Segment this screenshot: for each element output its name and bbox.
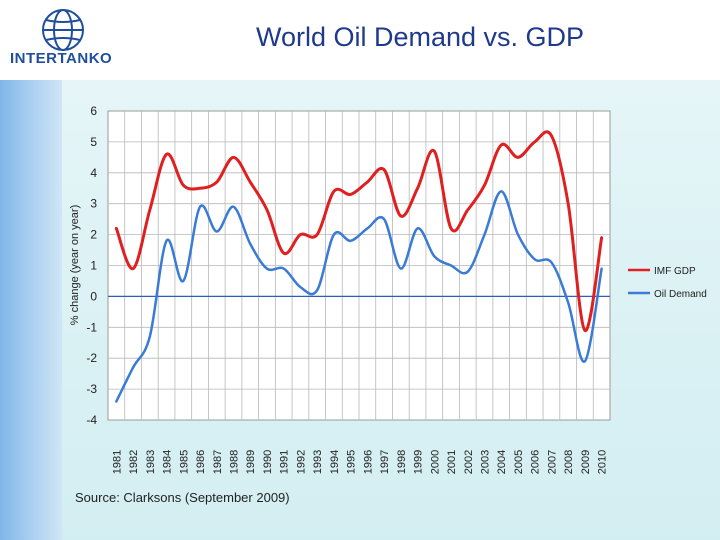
x-tick-label: 1990 (262, 450, 274, 474)
x-tick-label: 1982 (128, 450, 140, 474)
x-tick-label: 1996 (362, 450, 374, 474)
x-tick-label: 2007 (546, 450, 558, 474)
legend-label-oil-demand: Oil Demand (654, 289, 707, 300)
y-tick-label: -4 (86, 413, 97, 427)
x-tick-label: 2004 (496, 450, 508, 474)
logo-text: INTERTANKO (10, 50, 113, 67)
left-decorative-strip (0, 80, 62, 540)
x-tick-label: 1997 (379, 450, 391, 474)
y-tick-label: 0 (90, 289, 97, 303)
legend-label-imf-gdp: IMF GDP (654, 266, 696, 277)
x-tick-label: 2001 (446, 450, 458, 474)
y-tick-label: -2 (86, 351, 97, 365)
y-tick-label: 3 (90, 197, 97, 211)
x-tick-label: 1992 (295, 450, 307, 474)
x-tick-label: 1989 (245, 450, 257, 474)
y-tick-label: 4 (90, 166, 97, 180)
x-tick-label: 1998 (396, 450, 408, 474)
x-tick-label: 1985 (178, 450, 190, 474)
x-tick-label: 1987 (212, 450, 224, 474)
x-tick-label: 2005 (513, 450, 525, 474)
series-line-oil-demand (115, 190, 603, 403)
source-note: Source: Clarksons (September 2009) (75, 490, 290, 505)
y-tick-label: 5 (90, 135, 97, 149)
x-tick-label: 2006 (530, 450, 542, 474)
x-tick-label: 1993 (312, 450, 324, 474)
x-tick-label: 2000 (429, 450, 441, 474)
page-title: World Oil Demand vs. GDP (255, 22, 585, 52)
y-tick-label: 6 (90, 104, 97, 118)
y-tick-label: -3 (86, 382, 97, 396)
x-tick-label: 1994 (329, 450, 341, 474)
x-tick-label: 1995 (346, 450, 358, 474)
x-tick-label: 1988 (229, 450, 241, 474)
intertanko-globe-logo (42, 9, 84, 51)
x-tick-label: 1999 (413, 450, 425, 474)
x-tick-label: 2010 (597, 450, 609, 474)
y-axis-label: % change (year on year) (69, 205, 81, 325)
x-tick-label: 1983 (145, 450, 157, 474)
series-line-imf-gdp (114, 130, 604, 332)
x-tick-label: 1986 (195, 450, 207, 474)
x-tick-label: 1991 (279, 450, 291, 474)
x-tick-label: 1981 (111, 450, 123, 474)
y-tick-label: 1 (90, 259, 97, 273)
x-tick-label: 2003 (480, 450, 492, 474)
x-tick-label: 2008 (563, 450, 575, 474)
y-tick-label: 2 (90, 228, 97, 242)
header-bar (0, 0, 720, 80)
x-tick-label: 2009 (580, 450, 592, 474)
x-tick-label: 2002 (463, 450, 475, 474)
y-tick-label: -1 (86, 320, 97, 334)
x-tick-label: 1984 (162, 450, 174, 474)
